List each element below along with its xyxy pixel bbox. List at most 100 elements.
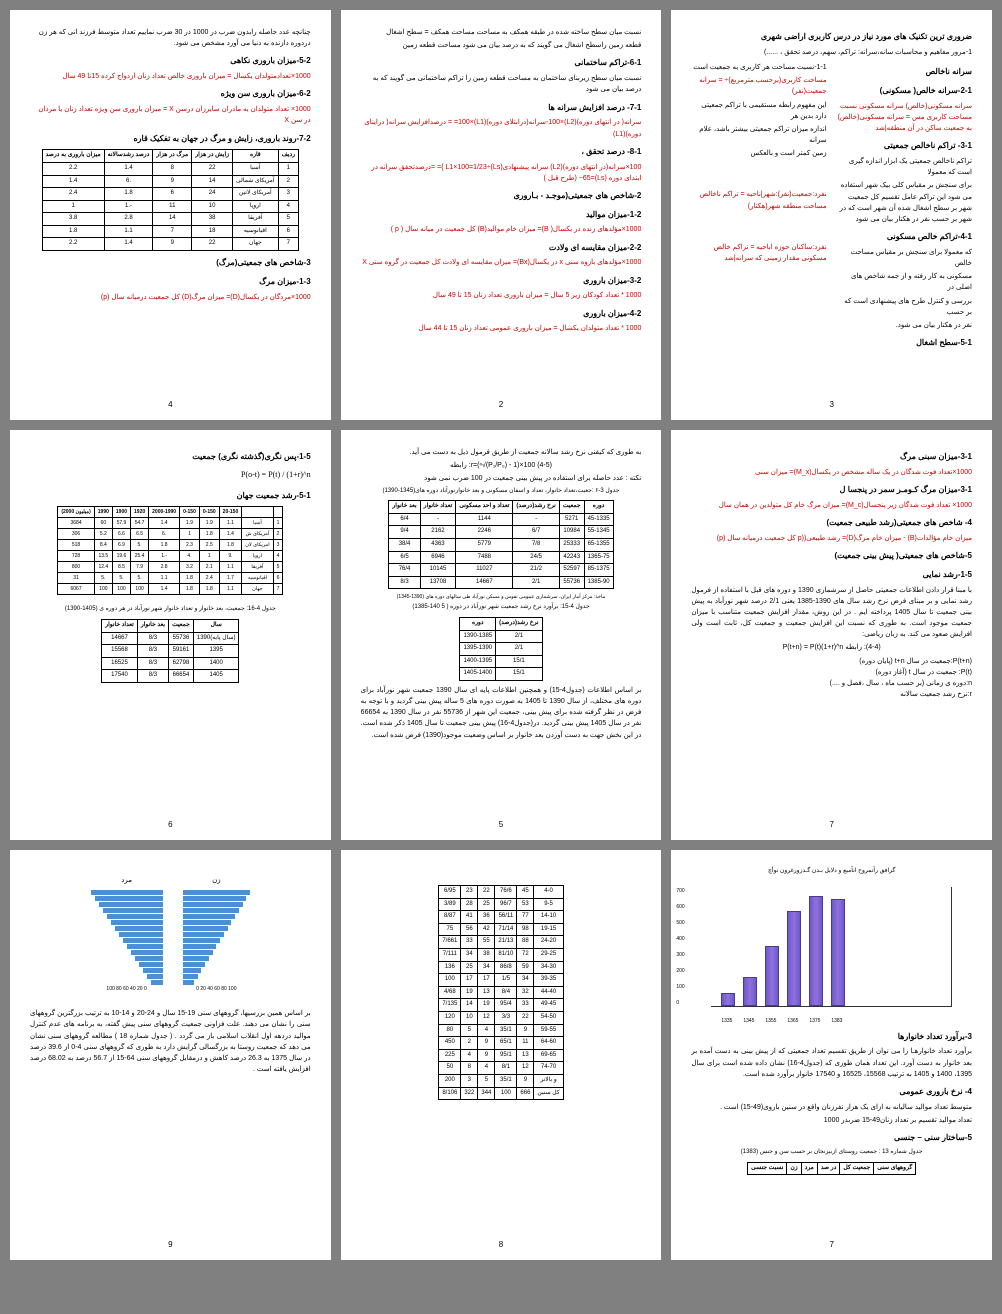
- h4: 4- نرخ باروری عمومی: [691, 1086, 972, 1099]
- h-mav: 1-2-میزان موالید: [361, 209, 642, 222]
- t1-src: ماخذ: مرکز آمار ایران، سرشماری عمومی نفو…: [361, 593, 642, 601]
- t1-title: جدول 3-۶ :جعیت،تعداد خانوار، تعداد و اسف…: [361, 487, 642, 497]
- h1: 1-5-پس نگری(گذشته نگری) جمعیت: [30, 451, 311, 464]
- page-grid: ضروری ترین تکنیک های مورد نیاز در درس کا…: [0, 0, 1002, 1270]
- page-num: 8: [499, 1239, 503, 1252]
- h-tarakom: 3-1- تراکم ناخالص جمعیتی: [837, 140, 972, 153]
- sub2: این مفهوم رابطه مستقیمی با تراکم جمعیتی …: [691, 100, 826, 122]
- f-afz: سرانه( در انتهای دوره)(L2)×100-سرانه(درا…: [361, 117, 642, 139]
- page-7: گرافق رآتمروح انآمیع و دلایل بـدن گـدزور…: [671, 850, 992, 1260]
- table-continents: ردیفقارهزایش در هزارمرگ در هزاردرصد رشدس…: [42, 149, 299, 251]
- formula: P(o-t) = P(t) / (1+r)^n: [241, 469, 311, 482]
- h-ts: 6-1-تراکم ساختمانی: [361, 57, 642, 70]
- f1: 1000×تعداد فوت شدگان در یک ساله مشخص در …: [691, 467, 972, 478]
- page-num: 4: [168, 399, 172, 412]
- bar: [721, 993, 735, 1006]
- p4a: متوسط تعداد موالید سالیانه به ازای یک هز…: [691, 1102, 972, 1113]
- bar: [765, 946, 779, 1006]
- page-1: چنانچه عدد حاصله رابدون ضرب در 1000 در 3…: [10, 10, 331, 420]
- h3: 3-برآورد تعداد خانوارها: [691, 1031, 972, 1044]
- f-vel: 1000×مؤلدهای بازوه سنی x در یکسال(Bx)= م…: [361, 257, 642, 268]
- p2: بر اساس اطلاعات (جدول4-15) و همچنین اطلا…: [361, 685, 642, 741]
- f-marg: 1000×مردگان در یکسال(D)= میزان مرگ(D) کل…: [30, 292, 311, 303]
- page-num: 2: [499, 399, 503, 412]
- h-eshtegal: 5-1-سطح اشغال: [837, 337, 972, 350]
- table-8: 4-04576/622236/959-55396/725283/8914-107…: [438, 885, 563, 1100]
- h-bar: 3-2-میزان باروری: [361, 275, 642, 288]
- h-r: 1-5-رشد نمایی: [691, 569, 972, 582]
- p2: قطعه زمین راسطح اشغال می گویند که به درص…: [361, 40, 642, 51]
- h-sm: 3-1-میزان سبنی مرگ: [691, 451, 972, 464]
- f-tah: 100×سرانه(در انتهای دوره)(L2) سرانه پیشن…: [361, 162, 642, 184]
- fr2: نفرد:ساکنان حوزه اباحیه = تراکم خالص مسک…: [691, 242, 826, 264]
- table-6-1: 20-1500-1500-1502000-1990192019001990(می…: [57, 506, 283, 595]
- t-title: جدول شماره 13 : جمعیت روستای ازبیزنجان ب…: [691, 1148, 972, 1158]
- p-ts: نسبت میان سطح زیربنای ساختمان به مساحت ق…: [361, 73, 642, 95]
- table-6-2: سالجمعیتبعد خانوارتعداد خانوار(سال پایه)…: [101, 619, 239, 683]
- sub3: اندازه میزان تراکم جمعیتی بیشتر باشد، عل…: [691, 124, 826, 146]
- page-num: 5: [499, 819, 503, 832]
- label-male: مرد: [91, 875, 163, 886]
- h-vij: 6-2-میزان باروری سن ویژه: [30, 88, 311, 101]
- h-sarane-kh: 2-1-سرانه خالص( مسکونی): [837, 85, 972, 98]
- h-s4: 4- شاخص های جمعیتی(رشد طبیعی جمعیت): [691, 517, 972, 530]
- page-6: 1-5-پس نگری(گذشته نگری) جمعیت P(o-t) = P…: [10, 430, 331, 840]
- bar: [787, 911, 801, 1005]
- f-mav: 1000×مؤلدهای زنده در یکسال( B)= میزان خا…: [361, 224, 642, 235]
- h-marg: 3-شاخص های جمعیتی(مرگ): [30, 257, 311, 270]
- p1: نسبت میان سطح ساخته شده در طبقه همکف به …: [361, 27, 642, 38]
- fr1: نفرد:جمعیت(نفر):شهر|ناحیه = تراکم ناخالص…: [691, 189, 826, 211]
- f-bar: 1000 * تعداد کودکان زیر 5 سال = میزان با…: [361, 290, 642, 301]
- h5: 5-ساختار سنی – جنسی: [691, 1132, 972, 1145]
- formula: (4-4): رابطه P(t+n) = P(t)(1+r)^n: [691, 642, 972, 653]
- h2: 5-1-رشد جمعیت جهان: [30, 490, 311, 503]
- page-num: 7: [829, 819, 833, 832]
- p-r: با مبنا قرار دادن اطلاعات جمعیتی حاصل از…: [691, 585, 972, 641]
- page-num: 6: [168, 819, 172, 832]
- h-rav: 7-2-روند باروری، زایش و مرگ در جهان به ت…: [30, 133, 311, 146]
- sub1: 1-1-نسبت مساحت هر کاربری به جمعیت است: [691, 62, 826, 73]
- bar: [809, 896, 823, 1006]
- f-s4: میزان خام مؤالدات(B) - میزان خام مرگ(D)=…: [691, 533, 972, 544]
- t2-title: جدول 4-15: برآورد نرخ رشد جمعیت شهر نورآ…: [361, 603, 642, 613]
- population-pyramid: مرد 100 80 60 40 20 0 زن 0 20 40 60 80 1…: [30, 875, 311, 993]
- chart-title: گرافق رآتمروح انآمیع و دلایل بـدن گـدزور…: [691, 867, 972, 877]
- f-mk: 1000× تعداد فوت شدگان زیر پنجسال(M_c)= م…: [691, 500, 972, 511]
- h-bark: 4-2-میزان باروری: [361, 308, 642, 321]
- f-vij: 1000× تعداد متولدان به مادران سایرزان در…: [30, 104, 311, 126]
- p-tk4: نفر در هکتار بیان می شود.: [837, 320, 972, 331]
- p-tk1: که معمولا برای سنجش بر مقیاس مساحت خالص: [837, 247, 972, 269]
- h-nik: 5-2-میزان باروری نکاهی: [30, 55, 311, 68]
- subtitle: 1-مرور مفاهیم و محاسبات سانه،سرانه: تراک…: [691, 47, 972, 58]
- page-4: 3-1-میزان سبنی مرگ 1000×تعداد فوت شدگان …: [671, 430, 992, 840]
- label-female: زن: [183, 875, 251, 886]
- title: ضروری ترین تکنیک های مورد نیاز در درس کا…: [691, 31, 972, 44]
- t2-title: جدول 4-16: جمعیت، بعد خانوار و تعداد خان…: [30, 605, 311, 615]
- note: نکته : عدد حاصله برای استفاده در پیش بین…: [361, 473, 642, 484]
- f-sarane-kh: سرانه مسکونی(خالص) سرانه مسکونی نسبت مسا…: [837, 101, 972, 135]
- p1: چنانچه عدد حاصله رابدون ضرب در 1000 در 3…: [30, 27, 311, 49]
- h-marg1: 1-3-میزان مرگ: [30, 276, 311, 289]
- bar: [831, 899, 845, 1006]
- desc: P(t+n):جمعیت در سال t+n (پایان دوره) P(t…: [691, 656, 972, 701]
- p3: برآورد تعداد خانوارهـا را می توان از طری…: [691, 1046, 972, 1080]
- h-s5: 5-شاخص های جمعیتی( پیش بینی جمعیت): [691, 550, 972, 563]
- page-num: 3: [829, 399, 833, 412]
- page-5: به طوری که کیفنی نرخ رشد سالانه جمعیت از…: [341, 430, 662, 840]
- h-afz: 7-1- درصد افزایش سرانه ها: [361, 102, 642, 115]
- f-sarane: مساحت کاربری(برحسب مترمربع)÷ = سرانه جمع…: [691, 75, 826, 97]
- page-8: 4-04576/622236/959-55396/725283/8914-107…: [341, 850, 662, 1260]
- h-vel: 2-2-میزان مقایسه ای ولادت: [361, 242, 642, 255]
- page-9: مرد 100 80 60 40 20 0 زن 0 20 40 60 80 1…: [10, 850, 331, 1260]
- p1: بر اساس همین بررسیها، گروههای سنی 19-15 …: [30, 1008, 311, 1075]
- sub4: زمین کمتر است و بالعکس: [691, 148, 826, 159]
- table-5-1: دورهجمعیتنرخ رشد(درصد)تعداد و احد مسکونی…: [388, 500, 613, 589]
- h-tah: 8-1- درصد تحقق ،: [361, 146, 642, 159]
- page-3: ضروری ترین تکنیک های مورد نیاز در درس کا…: [671, 10, 992, 420]
- bar-chart: [711, 887, 952, 1007]
- p-tarakom1: تراکم ناخالص جمعیتی یک ابزار اندازه گیری…: [837, 156, 972, 178]
- p1: به طوری که کیفنی نرخ رشد سالانه جمعیت از…: [361, 447, 642, 458]
- f-bark: 1000 * تعداد متولدان یکسال = میزان بارور…: [361, 323, 642, 334]
- p-tarakom2: برای سنجش بر مقیاس کلی بیک شهر استفاده م…: [837, 180, 972, 225]
- p4b: تعداد موالید تقسیم بر تعداد زنان49-15 ضر…: [691, 1115, 972, 1126]
